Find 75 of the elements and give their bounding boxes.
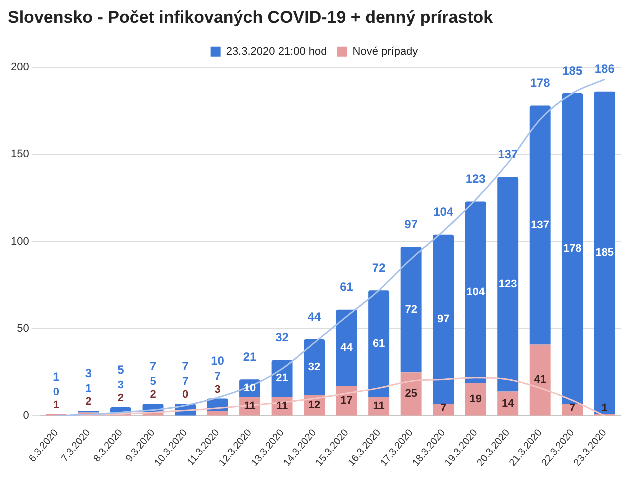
data-label: 44: [340, 342, 354, 354]
total-label: 1: [53, 399, 60, 412]
data-label: 2: [118, 392, 124, 405]
bar: [530, 106, 551, 345]
data-label: 17: [340, 395, 353, 408]
data-label: 7: [440, 402, 447, 415]
total-label: 104: [434, 205, 454, 220]
data-label: 0: [53, 386, 60, 398]
total-label: 5: [118, 362, 125, 377]
data-label: 14: [502, 398, 516, 410]
legend-label: 23.3.2020 21:00 hod: [226, 46, 328, 58]
data-label: 1: [53, 370, 60, 384]
data-label: 72: [405, 304, 418, 316]
total-label: 137: [498, 148, 518, 162]
data-label: 5: [150, 376, 156, 388]
data-label: 32: [308, 361, 321, 374]
data-label: 25: [405, 388, 418, 400]
bar: [530, 344, 551, 416]
total-label: 185: [562, 64, 583, 78]
data-label: 11: [373, 400, 385, 412]
data-label: 41: [534, 374, 546, 386]
bar: [400, 247, 422, 373]
total-label: 61: [340, 280, 354, 294]
data-label: 185: [596, 247, 614, 260]
data-label: 7: [570, 402, 576, 415]
total-label: 10: [211, 354, 225, 368]
bar: [433, 234, 454, 404]
total-label: 123: [466, 172, 486, 186]
data-label: 2: [86, 396, 92, 408]
data-label: 7: [214, 370, 221, 383]
data-label: 3: [214, 384, 221, 396]
y-tick-label: 100: [10, 236, 30, 248]
total-label: 186: [594, 62, 616, 76]
bar: [336, 310, 358, 387]
data-label: 11: [244, 400, 256, 412]
data-label: 7: [182, 359, 190, 374]
total-label: 21: [243, 350, 258, 364]
chart-title: Slovensko - Počet infikovaných COVID-19 + denný prírastok: [8, 8, 494, 27]
data-label: 61: [372, 338, 386, 350]
data-label: 12: [308, 400, 321, 412]
data-label: 3: [118, 380, 124, 392]
y-tick-label: 200: [10, 61, 30, 74]
legend-label: Nové prípady: [352, 46, 419, 58]
bar: [562, 94, 584, 404]
data-label: 97: [437, 313, 450, 326]
total-label: 3: [85, 366, 92, 380]
data-label: 123: [498, 278, 518, 291]
data-label: 178: [563, 242, 582, 255]
y-tick-label: 50: [17, 323, 30, 336]
data-label: 104: [466, 286, 486, 298]
total-label: 7: [182, 376, 189, 388]
data-label: 1: [602, 402, 608, 415]
data-label: 1: [86, 383, 92, 396]
total-label: 72: [372, 260, 386, 275]
data-label: 137: [531, 219, 550, 232]
bar: [498, 177, 519, 392]
bar: [465, 202, 486, 384]
total-label: 32: [276, 330, 290, 345]
bar: [433, 404, 454, 416]
data-label: 2: [150, 389, 156, 402]
bar: [304, 339, 326, 396]
total-label: 178: [530, 76, 551, 90]
y-tick-label: 0: [23, 410, 30, 422]
bar: [594, 92, 616, 414]
data-label: 0: [182, 389, 189, 402]
total-label: 7: [150, 359, 157, 374]
bar: [465, 383, 486, 416]
total-label: 97: [404, 217, 418, 232]
bar: [368, 290, 390, 398]
data-label: 19: [470, 393, 482, 406]
data-label: 11: [276, 400, 288, 412]
data-label: 21: [276, 372, 288, 385]
y-tick-label: 150: [10, 148, 30, 161]
total-label: 44: [308, 310, 322, 324]
bar: [207, 410, 228, 416]
